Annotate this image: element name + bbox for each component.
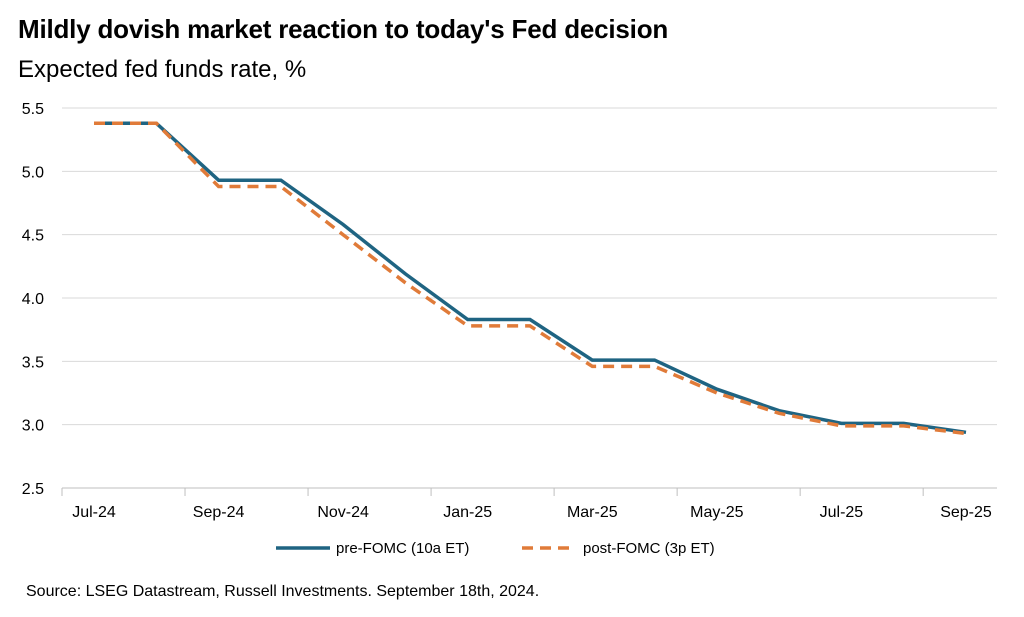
chart-title: Mildly dovish market reaction to today's… <box>18 14 669 44</box>
x-tick-label: Jan-25 <box>443 504 492 521</box>
series-line-pre-fomc <box>94 121 967 435</box>
legend-label: pre-FOMC (10a ET) <box>336 540 469 557</box>
x-tick-label: Jul-25 <box>820 504 864 521</box>
y-tick-label: 5.5 <box>22 101 44 118</box>
series-line-post-fomc <box>94 121 967 436</box>
x-tick-label: Nov-24 <box>317 504 369 521</box>
chart-subtitle: Expected fed funds rate, % <box>18 56 307 83</box>
series-lines <box>94 121 967 436</box>
y-tick-label: 3.5 <box>22 354 44 371</box>
y-tick-label: 3.0 <box>22 418 44 435</box>
x-axis-ticks: Jul-24 Sep-24 Nov-24 Jan-25 Mar-25 May-25 Jul-… <box>61 488 992 521</box>
x-tick-label: Mar-25 <box>567 504 618 521</box>
y-tick-label: 4.5 <box>22 228 44 245</box>
x-tick-label: Sep-25 <box>940 504 992 521</box>
legend: pre-FOMC (10a ET) post-FOMC (3p ET) <box>276 540 715 557</box>
y-tick-label: 5.0 <box>22 164 44 181</box>
x-tick-label: Jul-24 <box>72 504 116 521</box>
legend-label: post-FOMC (3p ET) <box>583 540 715 557</box>
y-axis-ticks: 5.5 5.0 4.5 4.0 3.5 3.0 2.5 <box>22 101 44 498</box>
y-tick-label: 2.5 <box>22 481 44 498</box>
source-note: Source: LSEG Datastream, Russell Investm… <box>26 583 540 600</box>
y-tick-label: 4.0 <box>22 291 44 308</box>
x-tick-label: May-25 <box>690 504 743 521</box>
x-tick-label: Sep-24 <box>193 504 245 521</box>
